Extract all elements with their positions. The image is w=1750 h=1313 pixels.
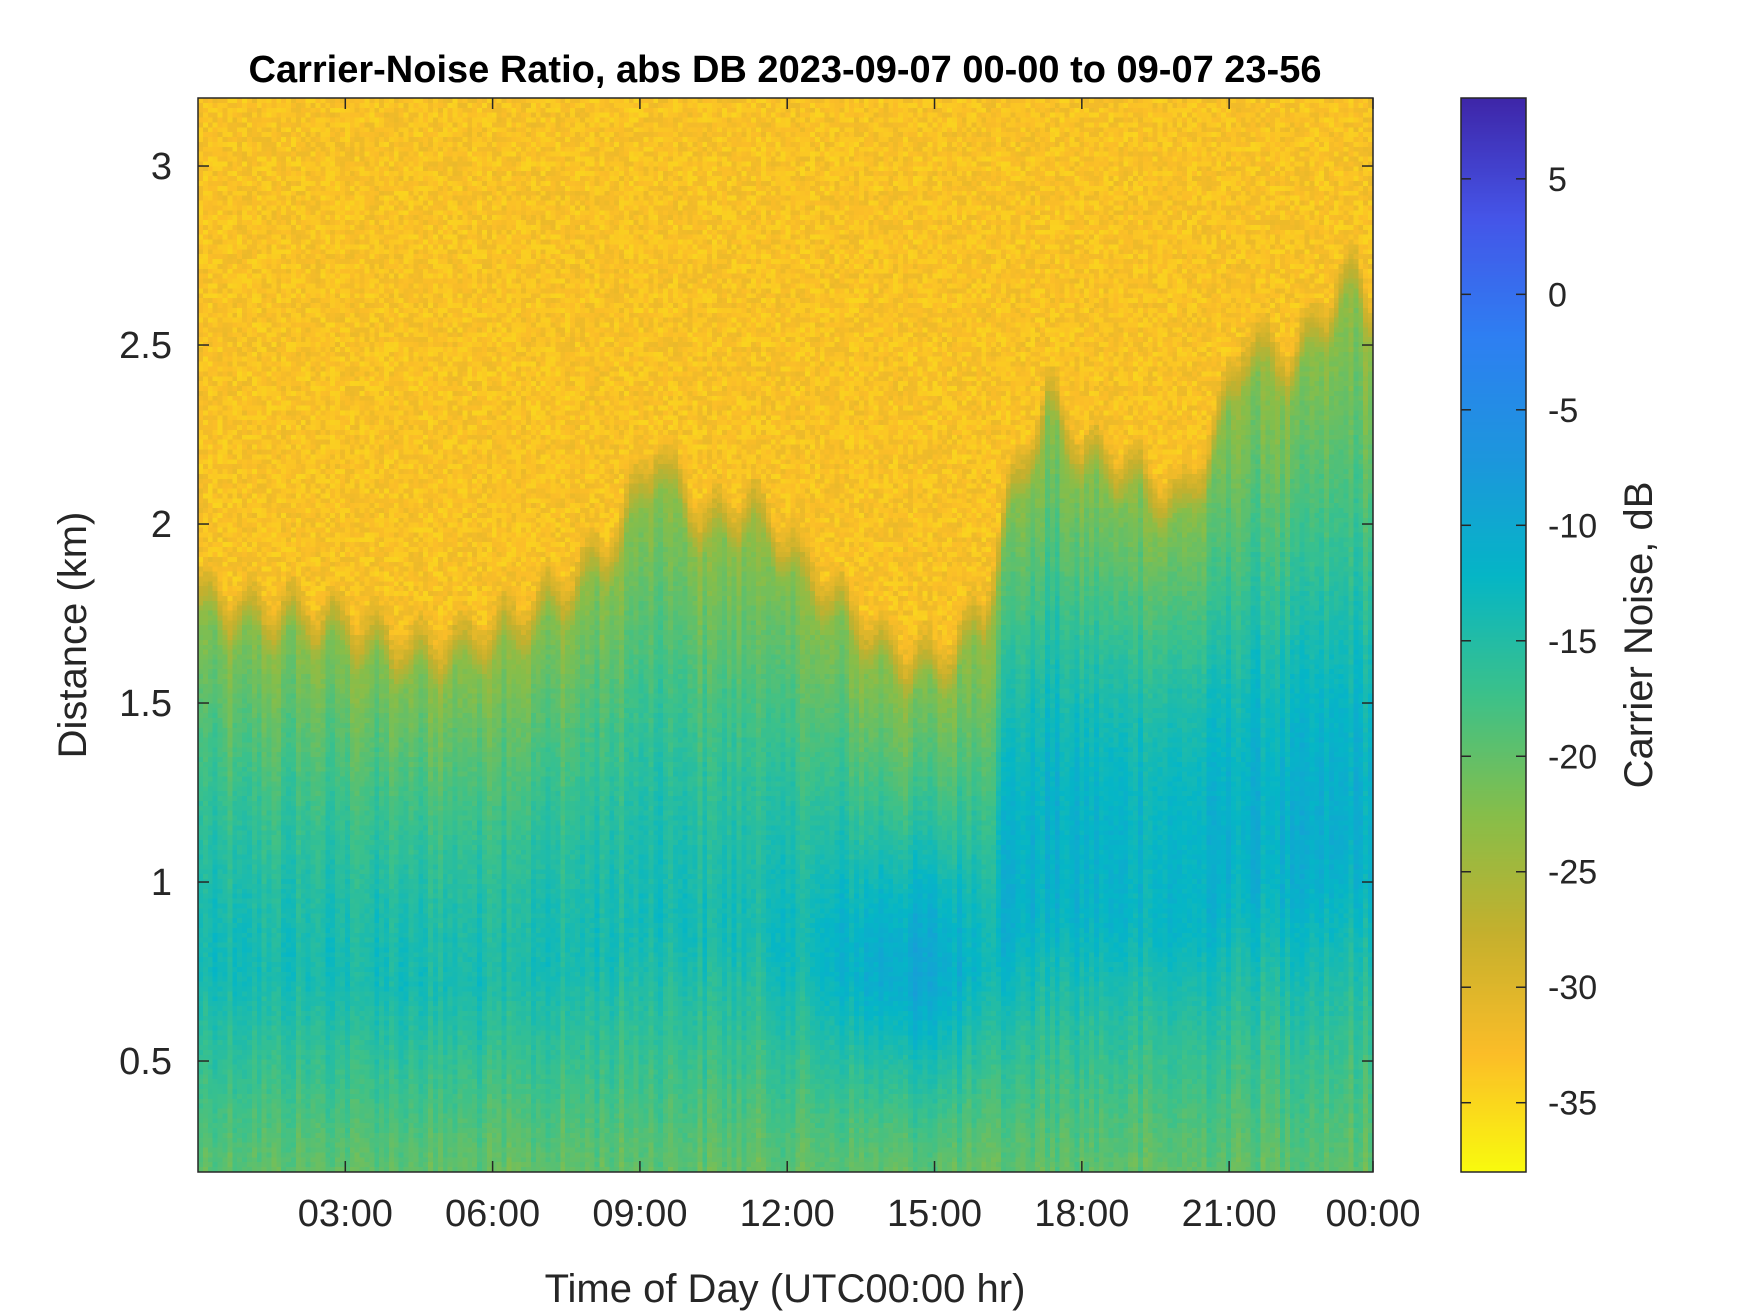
y-tick-label: 1.5 [119, 683, 172, 725]
x-tick-label: 12:00 [740, 1193, 835, 1235]
colorbar-tick-label: 0 [1548, 276, 1567, 314]
colorbar-gradient [1461, 98, 1526, 1172]
y-axis-label: Distance (km) [51, 512, 95, 759]
colorbar-tick-label: -20 [1548, 738, 1597, 776]
x-axis-ticks: 03:00 06:00 09:00 12:00 15:00 18:00 21:00 00:00 [298, 98, 1421, 1235]
y-tick-label: 1 [151, 862, 172, 904]
colorbar-tick-label: -30 [1548, 969, 1597, 1007]
x-tick-label: 06:00 [445, 1193, 540, 1235]
plot-frame [197, 97, 1374, 1173]
y-axis-ticks: 0.5 1 1.5 2 2.5 3 [119, 146, 1373, 1083]
x-tick-label: 21:00 [1182, 1193, 1277, 1235]
x-tick-label: 09:00 [592, 1193, 687, 1235]
x-tick-label: 00:00 [1325, 1193, 1420, 1235]
heatmap-image [198, 98, 1373, 1172]
y-tick-label: 3 [151, 146, 172, 188]
y-tick-label: 2 [151, 504, 172, 546]
x-tick-label: 15:00 [887, 1193, 982, 1235]
colorbar-ticks: 5 0 -5 -10 -15 -20 -25 -30 -35 [1461, 161, 1597, 1123]
colorbar-tick-label: -35 [1548, 1085, 1597, 1123]
colorbar-tick-label: -15 [1548, 623, 1597, 661]
x-tick-label: 18:00 [1034, 1193, 1129, 1235]
colorbar-tick-label: -5 [1548, 392, 1578, 430]
colorbar-label: Carrier Noise, dB [1617, 482, 1661, 789]
colorbar-frame [1460, 97, 1527, 1173]
colorbar-tick-label: -10 [1548, 507, 1597, 545]
chart-title: Carrier-Noise Ratio, abs DB 2023-09-07 0… [249, 49, 1322, 91]
colorbar-tick-label: 5 [1548, 161, 1567, 199]
x-tick-label: 03:00 [298, 1193, 393, 1235]
colorbar-tick-label: -25 [1548, 854, 1597, 892]
x-axis-label: Time of Day (UTC00:00 hr) [545, 1267, 1026, 1311]
y-tick-label: 2.5 [119, 325, 172, 367]
y-tick-label: 0.5 [119, 1041, 172, 1083]
